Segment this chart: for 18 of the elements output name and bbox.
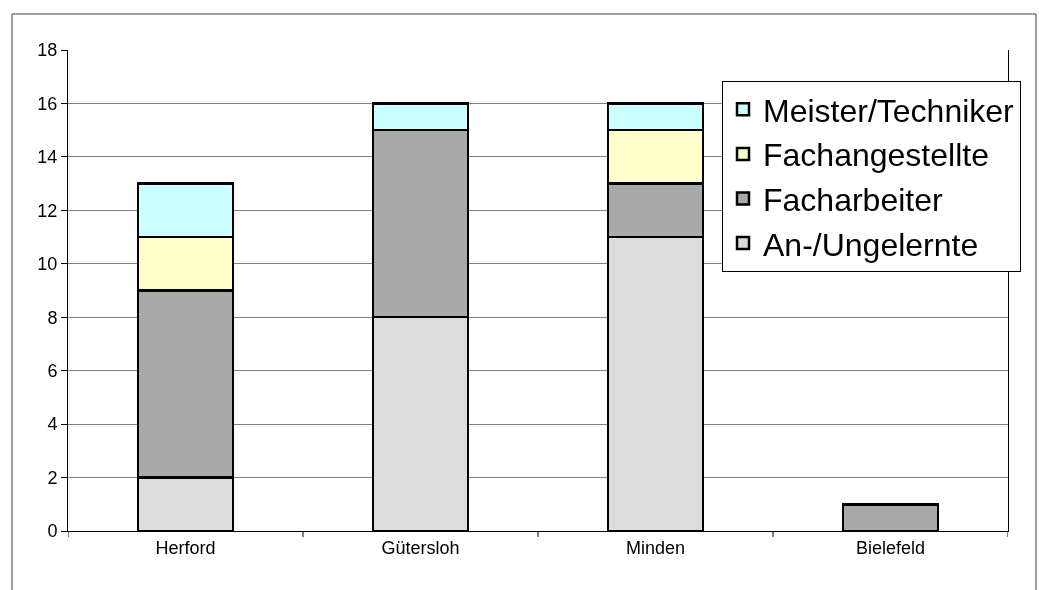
- y-tick-label: 8: [47, 307, 58, 328]
- y-tick-label: 0: [47, 521, 58, 542]
- y-tick-label: 16: [37, 93, 58, 114]
- y-tick-label: 4: [47, 414, 58, 435]
- y-tick-label: 14: [37, 147, 58, 168]
- legend-label: Facharbeiter: [763, 181, 943, 218]
- y-tick-label: 18: [37, 40, 58, 61]
- x-tick-label: Minden: [625, 537, 686, 558]
- y-tick-label: 2: [47, 467, 58, 488]
- y-tick-label: 12: [37, 200, 58, 221]
- x-tick-label: Gütersloh: [381, 537, 460, 558]
- x-tick-label: Herford: [155, 537, 216, 558]
- legend-label: An-/Ungelernte: [763, 226, 979, 263]
- y-tick-label: 10: [37, 254, 58, 275]
- legend-label: Meister/Techniker: [763, 92, 1015, 129]
- y-tick-label: 6: [47, 360, 58, 381]
- x-tick-label: Bielefeld: [855, 537, 926, 558]
- legend-label: Fachangestellte: [763, 137, 989, 174]
